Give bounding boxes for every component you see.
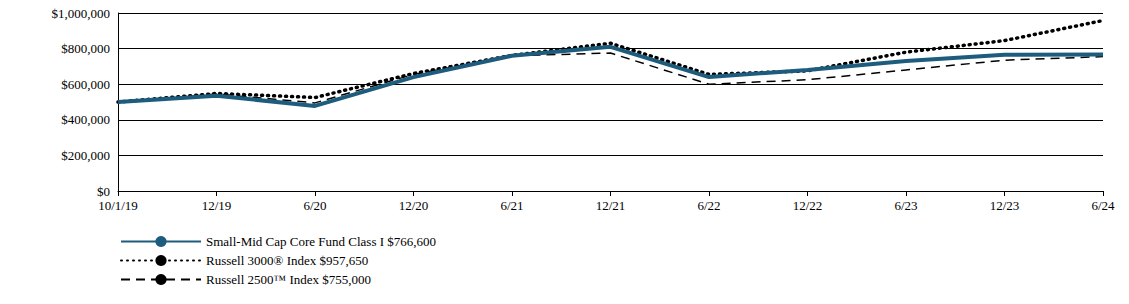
svg-text:$1,000,000: $1,000,000 xyxy=(52,6,111,21)
svg-text:12/22: 12/22 xyxy=(793,198,823,213)
svg-text:6/24: 6/24 xyxy=(1091,198,1115,213)
svg-text:12/23: 12/23 xyxy=(990,198,1020,213)
svg-text:Small-Mid Cap Core Fund Class: Small-Mid Cap Core Fund Class I $766,600 xyxy=(206,234,436,249)
svg-text:10/1/19: 10/1/19 xyxy=(98,198,138,213)
svg-text:$600,000: $600,000 xyxy=(61,77,110,92)
svg-text:$200,000: $200,000 xyxy=(61,148,110,163)
svg-text:$0: $0 xyxy=(97,184,110,199)
svg-text:6/22: 6/22 xyxy=(697,198,720,213)
svg-text:$800,000: $800,000 xyxy=(61,41,110,56)
svg-text:$400,000: $400,000 xyxy=(61,112,110,127)
svg-text:Russell 2500™ Index $755,000: Russell 2500™ Index $755,000 xyxy=(206,272,371,287)
svg-text:Russell 3000® Index $957,650: Russell 3000® Index $957,650 xyxy=(206,253,368,268)
svg-text:12/21: 12/21 xyxy=(596,198,626,213)
svg-text:6/21: 6/21 xyxy=(500,198,523,213)
svg-text:12/19: 12/19 xyxy=(202,198,232,213)
svg-text:6/23: 6/23 xyxy=(894,198,917,213)
svg-text:6/20: 6/20 xyxy=(303,198,326,213)
svg-text:12/20: 12/20 xyxy=(399,198,429,213)
